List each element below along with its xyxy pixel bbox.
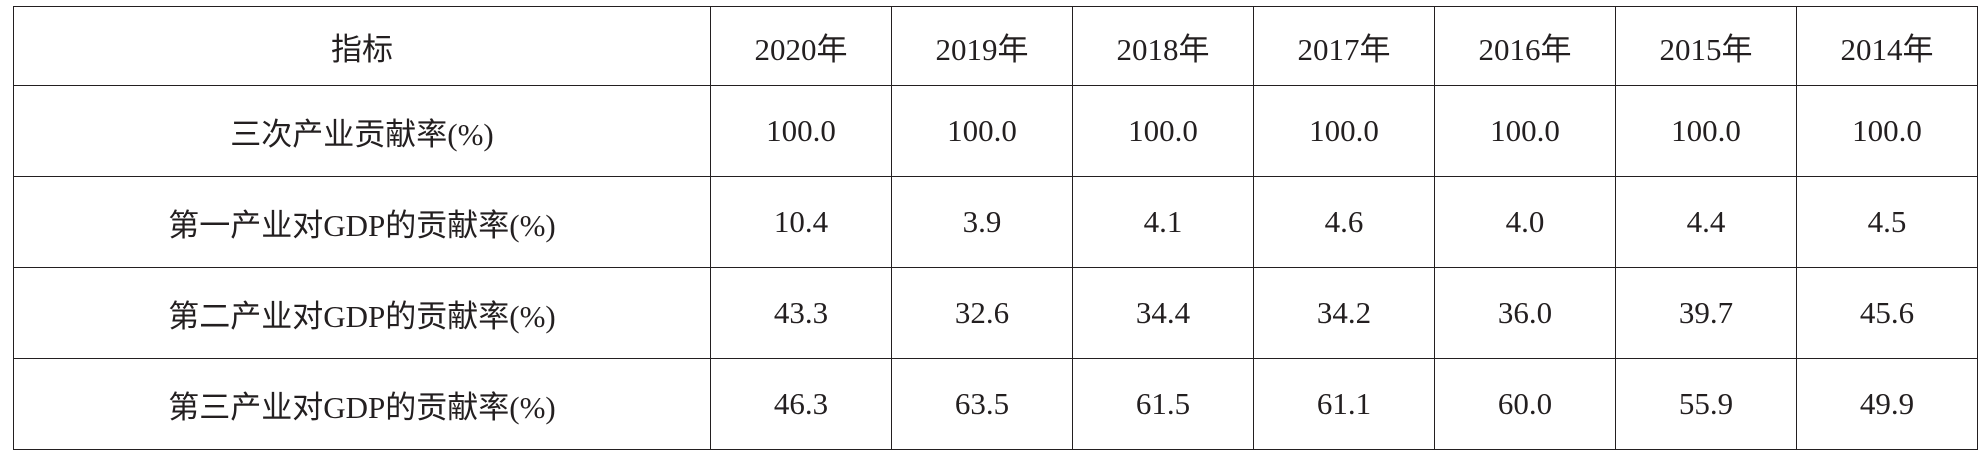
header-cell: 2019年 (891, 6, 1073, 86)
table-cell: 36.0 (1434, 267, 1616, 359)
table-cell: 61.1 (1253, 358, 1435, 450)
table-cell: 43.3 (710, 267, 892, 359)
table-cell: 100.0 (710, 85, 892, 177)
table-cell: 4.4 (1615, 176, 1797, 268)
header-cell: 2018年 (1072, 6, 1254, 86)
table-cell: 10.4 (710, 176, 892, 268)
table-cell: 100.0 (1072, 85, 1254, 177)
header-row: 指标 2020年 2019年 2018年 2017年 2016年 2015年 2014年 (13, 6, 1978, 86)
table-cell: 4.0 (1434, 176, 1616, 268)
table-cell: 46.3 (710, 358, 892, 450)
header-cell: 2016年 (1434, 6, 1616, 86)
table-cell: 34.2 (1253, 267, 1435, 359)
header-cell: 2015年 (1615, 6, 1797, 86)
table-cell: 55.9 (1615, 358, 1797, 450)
row-label: 第二产业对GDP的贡献率(%) (13, 267, 711, 359)
header-cell: 2014年 (1796, 6, 1978, 86)
table-row: 第一产业对GDP的贡献率(%) 10.4 3.9 4.1 4.6 4.0 4.4 4.5 (13, 176, 1978, 268)
table-cell: 60.0 (1434, 358, 1616, 450)
header-cell: 2017年 (1253, 6, 1435, 86)
header-cell: 指标 (13, 6, 711, 86)
table-cell: 3.9 (891, 176, 1073, 268)
table-row: 第三产业对GDP的贡献率(%) 46.3 63.5 61.5 61.1 60.0 55.9 4… (13, 358, 1978, 450)
table-cell: 100.0 (1796, 85, 1978, 177)
table-cell: 39.7 (1615, 267, 1797, 359)
table-cell: 45.6 (1796, 267, 1978, 359)
table-cell: 63.5 (891, 358, 1073, 450)
row-label: 第三产业对GDP的贡献率(%) (13, 358, 711, 450)
table-cell: 100.0 (1434, 85, 1616, 177)
table-cell: 100.0 (1253, 85, 1435, 177)
table-cell: 34.4 (1072, 267, 1254, 359)
table-cell: 4.5 (1796, 176, 1978, 268)
table-row: 第二产业对GDP的贡献率(%) 43.3 32.6 34.4 34.2 36.0 39.7 4… (13, 267, 1978, 359)
table-cell: 100.0 (891, 85, 1073, 177)
header-cell: 2020年 (710, 6, 892, 86)
table-cell: 61.5 (1072, 358, 1254, 450)
row-label: 三次产业贡献率(%) (13, 85, 711, 177)
table-cell: 32.6 (891, 267, 1073, 359)
row-label: 第一产业对GDP的贡献率(%) (13, 176, 711, 268)
table-cell: 49.9 (1796, 358, 1978, 450)
table-cell: 100.0 (1615, 85, 1797, 177)
data-table: 指标 2020年 2019年 2018年 2017年 2016年 2015年 2014年 三次产… (13, 6, 1978, 450)
table-cell: 4.1 (1072, 176, 1254, 268)
table-row: 三次产业贡献率(%) 100.0 100.0 100.0 100.0 100.0 100.0… (13, 85, 1978, 177)
table-cell: 4.6 (1253, 176, 1435, 268)
table-container: 指标 2020年 2019年 2018年 2017年 2016年 2015年 2014年 三次产… (13, 6, 1978, 450)
